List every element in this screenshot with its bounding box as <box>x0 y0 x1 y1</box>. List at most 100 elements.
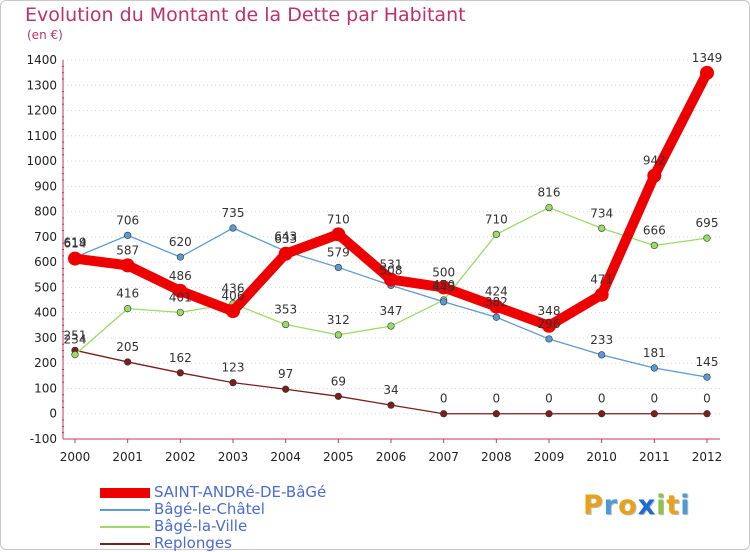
data-label: 0 <box>598 392 606 406</box>
data-label: 942 <box>643 154 666 168</box>
data-point <box>545 203 553 212</box>
data-label: 406 <box>222 289 245 303</box>
data-label: 579 <box>327 245 350 259</box>
data-label: 123 <box>222 361 245 375</box>
data-label: 296 <box>538 317 561 331</box>
y-tick-label: 900 <box>34 179 57 193</box>
x-tick-label: 2005 <box>323 450 354 464</box>
data-label: 234 <box>64 333 87 347</box>
data-point <box>703 410 711 418</box>
data-label: 382 <box>485 295 508 309</box>
data-label: 1349 <box>692 51 723 65</box>
data-label: 233 <box>590 333 613 347</box>
data-point <box>492 230 500 238</box>
data-label: 69 <box>331 374 346 388</box>
data-point <box>489 299 504 314</box>
data-label: 162 <box>169 351 192 365</box>
data-point <box>176 253 184 261</box>
data-label: 735 <box>222 206 245 220</box>
data-label: 710 <box>485 212 508 226</box>
data-point <box>334 331 342 339</box>
y-tick-label: 600 <box>34 255 57 269</box>
data-point <box>650 364 658 372</box>
data-point <box>436 280 451 295</box>
data-point <box>173 283 188 298</box>
data-point <box>176 369 184 377</box>
data-point <box>650 241 658 250</box>
data-point <box>440 298 448 306</box>
data-label: 500 <box>432 265 455 279</box>
data-point <box>124 305 132 313</box>
data-point <box>124 358 132 366</box>
data-label: 97 <box>278 367 293 381</box>
data-label: 347 <box>380 304 403 318</box>
data-label: 816 <box>538 186 561 200</box>
y-tick-label: 700 <box>34 230 57 244</box>
legend-label: SAINT-ANDRé-DE-BâGé <box>154 483 327 501</box>
data-point <box>282 385 290 393</box>
data-point <box>440 410 448 418</box>
x-tick-label: 2010 <box>586 450 617 464</box>
data-point <box>331 227 346 242</box>
data-point <box>278 246 293 261</box>
data-label: 401 <box>169 290 192 304</box>
x-tick-label: 2000 <box>60 450 91 464</box>
data-label: 486 <box>169 269 192 283</box>
data-point <box>594 287 609 302</box>
logo-letter: r <box>603 490 619 521</box>
data-label: 450 <box>432 278 455 292</box>
x-tick-label: 2009 <box>534 450 565 464</box>
data-label: 471 <box>590 273 613 287</box>
data-point <box>120 258 135 273</box>
data-label: 251 <box>64 328 87 342</box>
data-point <box>647 168 662 183</box>
data-label: 666 <box>643 223 666 237</box>
data-point <box>703 373 711 381</box>
data-point <box>650 410 658 418</box>
data-label: 531 <box>380 258 403 272</box>
data-point <box>492 313 500 321</box>
data-label: 34 <box>383 383 398 397</box>
data-label: 0 <box>440 392 448 406</box>
x-tick-label: 2003 <box>218 450 249 464</box>
y-tick-label: 1200 <box>26 104 57 118</box>
legend-swatch <box>100 487 150 498</box>
y-tick-label: 1000 <box>26 154 57 168</box>
x-tick-label: 2006 <box>376 450 407 464</box>
y-tick-label: 100 <box>34 381 57 395</box>
data-point <box>545 410 553 418</box>
data-point <box>124 231 132 239</box>
data-point <box>598 410 606 418</box>
data-label: 416 <box>116 287 139 301</box>
data-point <box>71 351 79 359</box>
legend-swatch <box>100 508 150 511</box>
chart-title: Evolution du Montant de la Dette par Hab… <box>25 4 466 26</box>
legend-label: Bâgé-la-Ville <box>154 517 248 535</box>
data-point <box>492 410 500 418</box>
data-label: 734 <box>590 206 613 220</box>
x-tick-label: 2012 <box>692 450 723 464</box>
proxiti-logo: Proxiti <box>583 490 691 521</box>
logo-letter: i <box>656 490 667 521</box>
data-point <box>700 65 714 80</box>
logo-letter: o <box>618 490 638 521</box>
data-label: 620 <box>169 235 192 249</box>
data-label: 508 <box>380 263 403 277</box>
x-tick-label: 2002 <box>165 450 196 464</box>
y-tick-label: 1400 <box>26 53 57 67</box>
x-tick-label: 2001 <box>112 450 143 464</box>
data-label: 436 <box>222 282 245 296</box>
data-label: 353 <box>274 303 297 317</box>
data-point <box>545 335 553 343</box>
logo-letter: i <box>680 490 691 521</box>
data-label: 614 <box>64 237 87 251</box>
data-point <box>703 234 711 242</box>
data-point <box>598 224 606 232</box>
data-point <box>176 308 184 317</box>
data-point <box>384 272 398 287</box>
data-point <box>68 251 82 266</box>
data-label: 348 <box>538 304 561 318</box>
logo-letter: x <box>637 490 657 521</box>
